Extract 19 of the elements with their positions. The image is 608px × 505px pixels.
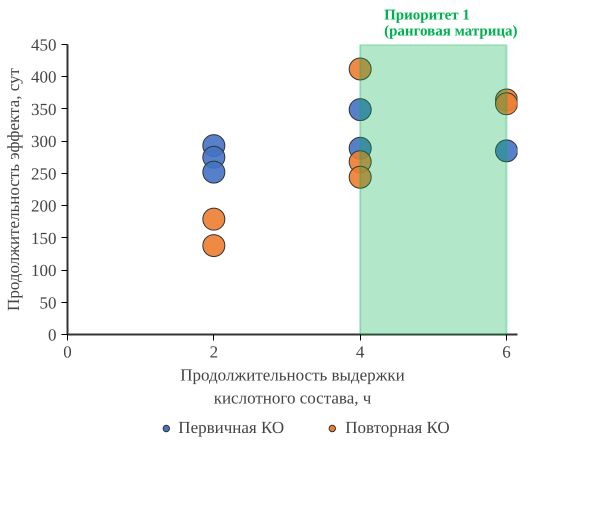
x-tick-label: 0 — [63, 342, 72, 362]
y-tick-label: 400 — [31, 68, 56, 87]
y-axis-title: Продолжительность эффекта, сут — [4, 67, 23, 311]
y-tick-label: 0 — [48, 326, 56, 344]
x-tick-label: 2 — [210, 342, 218, 362]
y-tick-label: 350 — [31, 100, 56, 119]
band-label: Приоритет 1 (ранговая матрица) — [384, 8, 518, 40]
x-axis-title: Продолжительность выдержки кислотного состава, ч — [180, 366, 405, 408]
x-tick-label: 4 — [356, 342, 365, 362]
x-tick-label: 6 — [502, 342, 511, 362]
y-tick-label: 250 — [31, 164, 56, 184]
y-tick-label: 50 — [40, 293, 56, 312]
y-tick-label: 450 — [31, 36, 56, 54]
legend-label: Первичная КО — [178, 418, 284, 438]
y-tick-label: 100 — [31, 261, 56, 280]
legend-label: Повторная КО — [345, 418, 450, 438]
y-tick-label: 300 — [31, 132, 56, 152]
y-tick-label: 200 — [31, 196, 56, 216]
y-tick-label: 150 — [31, 228, 56, 248]
